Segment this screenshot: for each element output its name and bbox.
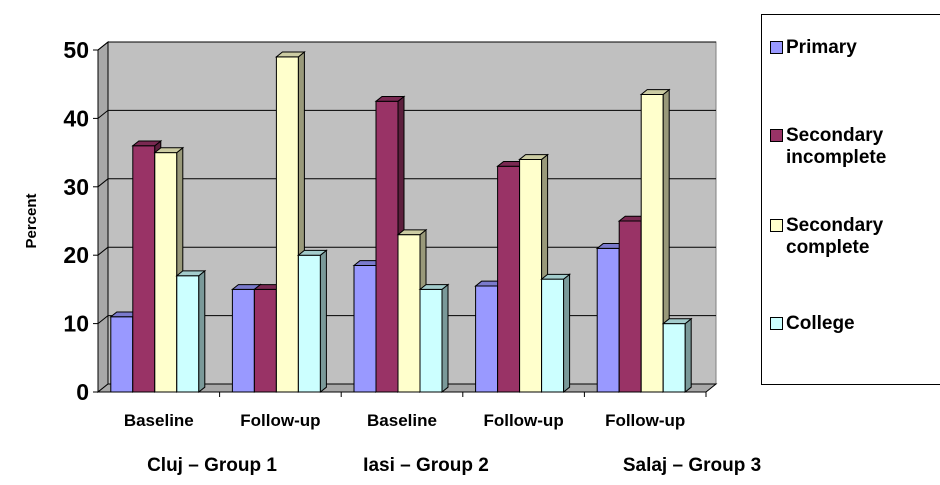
bar-side-college <box>441 283 449 394</box>
bar-primary <box>596 247 620 393</box>
legend-item-secondary-complete: Secondary complete <box>770 215 883 259</box>
x-tick-label: Follow-up <box>483 411 563 430</box>
bar-top-secondary-complete <box>274 51 306 58</box>
bar-primary <box>353 264 377 393</box>
y-axis-label: Percent <box>23 193 40 248</box>
bar-college <box>662 323 686 393</box>
y-tick-label: 50 <box>63 37 89 63</box>
bar-secondary-complete <box>519 158 543 393</box>
plot-side-wall <box>97 40 109 394</box>
bar-college <box>176 275 200 393</box>
y-tick-label: 40 <box>63 105 89 131</box>
gridline-diagonal <box>97 41 109 51</box>
legend-label-college: College <box>786 313 855 334</box>
legend-item-secondary-incomplete: Secondary incomplete <box>770 125 886 169</box>
bar-secondary-incomplete <box>618 220 642 393</box>
bar-side-college <box>684 317 692 394</box>
legend-item-college: College <box>770 313 855 335</box>
bar-secondary-incomplete <box>375 100 399 393</box>
bar-side-college <box>563 273 571 394</box>
bar-primary <box>231 288 255 393</box>
bar-top-secondary-complete <box>396 229 428 236</box>
bar-college <box>419 288 443 393</box>
bar-primary <box>475 285 499 393</box>
legend-label-secondary-complete-line1: Secondary <box>786 215 884 236</box>
bar-primary <box>110 316 134 393</box>
bar-secondary-complete <box>275 56 299 393</box>
legend-swatch-college <box>770 317 783 330</box>
group-label: Salaj – Group 3 <box>623 455 761 476</box>
y-tick-label: 10 <box>63 311 89 337</box>
bar-college <box>297 254 321 393</box>
y-tick-label: 0 <box>76 379 89 405</box>
legend-swatch-primary <box>770 41 783 54</box>
legend-item-primary: Primary <box>770 37 857 59</box>
bar-top-secondary-complete <box>153 147 185 154</box>
gridline-diagonal <box>97 246 109 256</box>
bar-top-college <box>418 284 450 290</box>
group-label: Cluj – Group 1 <box>147 455 277 476</box>
bar-top-secondary-complete <box>518 154 550 160</box>
bar-top-secondary-complete <box>639 89 671 95</box>
bar-college <box>541 278 565 393</box>
bar-top-college <box>661 318 693 325</box>
legend-label-secondary-incomplete-line2: incomplete <box>786 147 887 168</box>
group-label: Iasi – Group 2 <box>363 455 489 476</box>
bar-top-college <box>296 249 328 256</box>
x-tick-label: Baseline <box>124 411 194 430</box>
x-tick-label: Baseline <box>367 411 437 430</box>
bar-side-college <box>319 249 327 394</box>
bar-secondary-incomplete <box>497 165 521 393</box>
legend-label-primary: Primary <box>786 37 857 58</box>
bar-secondary-incomplete <box>253 288 277 393</box>
y-tick-label: 30 <box>63 174 89 200</box>
bar-top-secondary-incomplete <box>374 96 406 102</box>
bar-top-secondary-incomplete <box>131 140 163 147</box>
y-tick-label: 20 <box>63 242 89 268</box>
legend-label-secondary-incomplete-line1: Secondary <box>786 125 884 146</box>
gridline-diagonal <box>97 178 109 188</box>
bar-secondary-complete <box>640 93 664 393</box>
x-tick-label: Follow-up <box>605 411 685 430</box>
legend-label-secondary-complete-line2: complete <box>786 237 870 258</box>
bar-top-college <box>540 273 572 280</box>
bar-secondary-incomplete <box>132 145 156 393</box>
bar-top-college <box>175 270 207 277</box>
bar-side-college <box>198 269 206 394</box>
bar-secondary-complete <box>154 152 178 393</box>
x-tick-label: Follow-up <box>240 411 320 430</box>
gridline-diagonal <box>97 110 109 119</box>
legend-swatch-secondary-complete <box>770 219 783 232</box>
bar-secondary-complete <box>397 234 421 393</box>
chart-legend: Primary Secondary incomplete Secondary c… <box>761 14 940 385</box>
legend-swatch-secondary-incomplete <box>770 129 783 142</box>
gridline-diagonal <box>97 315 109 324</box>
